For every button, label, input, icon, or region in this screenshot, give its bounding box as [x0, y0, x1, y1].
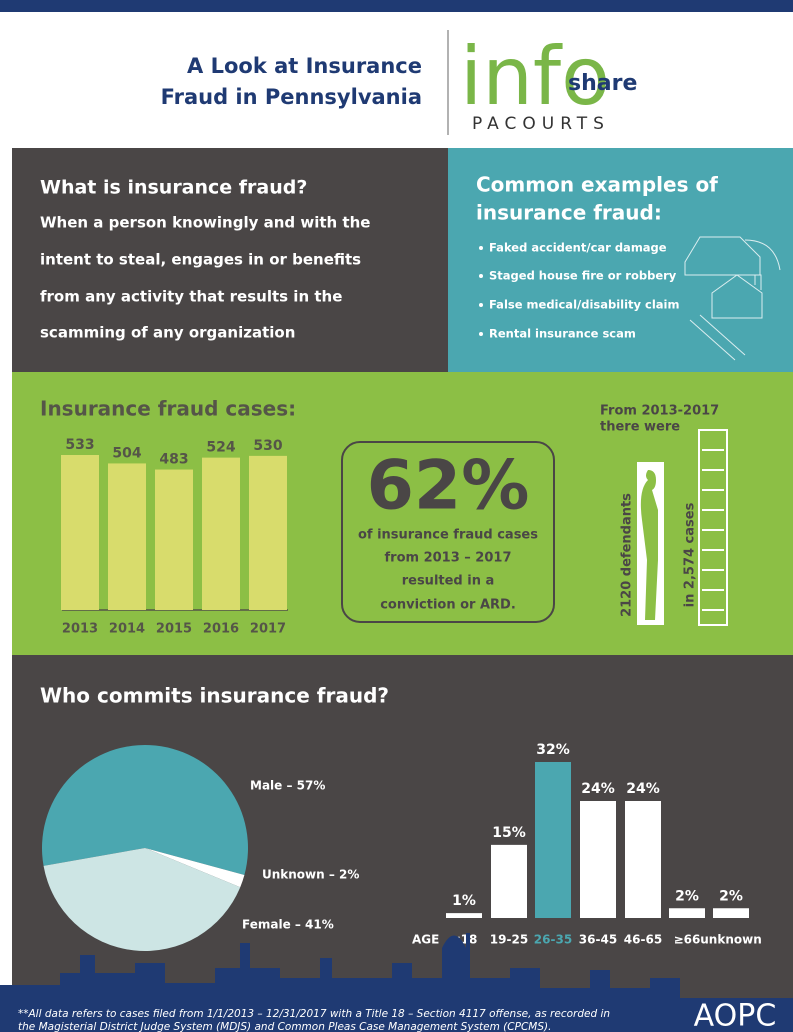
logo-share: share	[568, 71, 637, 96]
bar	[625, 801, 661, 918]
title: A Look at Insurance	[187, 54, 422, 78]
value-label: 15%	[492, 825, 526, 841]
example-item: Rental insurance scam	[489, 327, 636, 341]
slice-label: Female – 41%	[242, 918, 334, 932]
definition-heading: What is insurance fraud?	[40, 177, 307, 199]
value-label: 2%	[675, 888, 699, 904]
bar	[446, 913, 482, 918]
counts-heading: From 2013-2017	[600, 404, 719, 419]
top-border	[0, 0, 793, 12]
x-tick-label: 26-35	[534, 933, 572, 947]
bar	[202, 457, 240, 610]
demographics-heading: Who commits insurance fraud?	[40, 684, 389, 708]
x-tick-label: 2016	[203, 622, 239, 637]
examples-panel	[448, 148, 793, 372]
x-tick-label: unknown	[700, 933, 761, 947]
x-tick-label: 36-45	[579, 933, 617, 947]
defendants-count: 2120 defendants	[620, 493, 635, 617]
bar	[61, 455, 99, 610]
pie-slice	[43, 848, 241, 952]
value-label: 483	[159, 452, 188, 468]
example-item: Faked accident/car damage	[489, 241, 667, 255]
person-silhouette	[640, 470, 658, 620]
example-item: False medical/disability claim	[489, 298, 680, 312]
definition-text: scamming of any organization	[40, 324, 295, 342]
value-label: 2%	[719, 888, 743, 904]
x-tick-label: 19-25	[490, 933, 528, 947]
pie-slice	[145, 848, 245, 888]
examples-heading: insurance fraud:	[476, 201, 662, 225]
footnote: **All data refers to cases filed from 1/…	[18, 1008, 610, 1020]
x-tick-label: 2015	[156, 622, 192, 637]
stat-text: resulted in a	[402, 574, 495, 589]
x-tick-label: 46-65	[624, 933, 662, 947]
stat-value: 62%	[367, 447, 530, 526]
sketch-icons	[684, 236, 781, 361]
stat-box	[341, 441, 555, 623]
logo-sub: PACOURTS	[472, 114, 610, 134]
value-label: 504	[112, 445, 141, 461]
x-tick-label: 2017	[250, 622, 286, 637]
bar	[108, 463, 146, 610]
logo-info: info	[460, 30, 610, 123]
bar	[535, 762, 571, 918]
footnote: the Magisterial District Judge System (M…	[18, 1021, 551, 1032]
value-label: 524	[206, 440, 235, 456]
definition-text: from any activity that results in the	[40, 288, 342, 306]
x-tick-label: ≥66	[674, 933, 701, 947]
cases-heading: Insurance fraud cases:	[40, 397, 296, 421]
title: Fraud in Pennsylvania	[161, 85, 422, 109]
value-label: 533	[65, 437, 94, 453]
x-tick-label: 2013	[62, 622, 98, 637]
bar	[249, 455, 287, 610]
definition-text: When a person knowingly and with the	[40, 214, 370, 232]
bar	[713, 908, 749, 918]
slice-label: Male – 57%	[250, 779, 325, 793]
x-axis-label: AGE	[412, 933, 439, 947]
definition-text: intent to steal, engages in or benefits	[40, 251, 361, 269]
bar	[491, 844, 527, 918]
value-label: 32%	[536, 742, 570, 758]
value-label: 530	[253, 438, 282, 454]
value-label: 24%	[626, 781, 660, 797]
bar	[669, 908, 705, 918]
definition-panel	[12, 148, 448, 372]
value-label: 24%	[581, 781, 615, 797]
pie-slice	[42, 745, 249, 876]
counts-heading: there were	[600, 420, 680, 435]
examples-heading: Common examples of	[476, 173, 718, 197]
bar	[155, 469, 193, 610]
example-item: Staged house fire or robbery	[489, 269, 677, 283]
stat-text: conviction or ARD.	[380, 598, 516, 613]
bar	[580, 801, 616, 918]
stat-text: of insurance fraud cases	[358, 528, 538, 543]
slice-label: Unknown – 2%	[262, 868, 359, 882]
x-tick-label: 2014	[109, 622, 145, 637]
aopc-logo: AOPC	[694, 999, 777, 1032]
bullets	[479, 246, 483, 336]
value-label: 1%	[452, 893, 476, 909]
skyline	[0, 933, 793, 1032]
ladder	[698, 429, 728, 626]
cases-count: in 2,574 cases	[683, 502, 698, 607]
stat-text: from 2013 – 2017	[385, 551, 512, 566]
